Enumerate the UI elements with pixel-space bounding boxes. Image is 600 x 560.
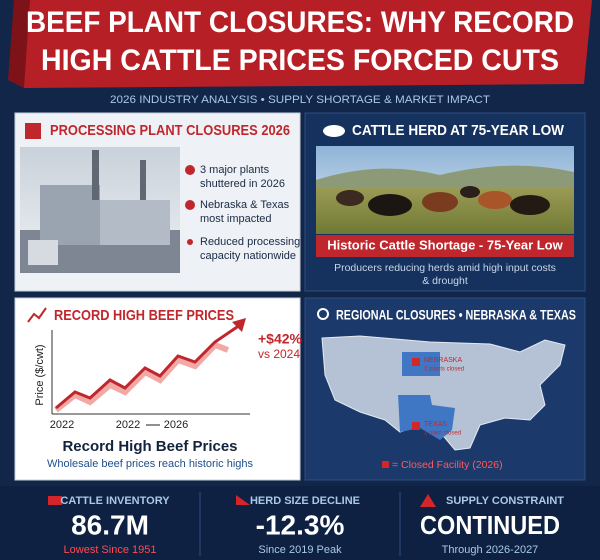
us-map (321, 335, 566, 451)
region-name: NEBRASKA (424, 357, 462, 364)
caption: Historic Cattle Shortage - 75-Year Low (327, 237, 563, 252)
x-label: 2022 (116, 419, 140, 431)
bullet-text: most impacted (200, 213, 272, 225)
title-banner (14, 0, 592, 88)
cow (422, 192, 458, 212)
stat-value: CONTINUED (420, 510, 560, 540)
chimney (92, 150, 99, 200)
stat-value: -12.3% (256, 509, 345, 540)
closure-marker (412, 358, 420, 366)
pin-icon (317, 308, 329, 320)
bullets: 3 major plants shuttered in 2026 Nebrask… (185, 164, 300, 262)
region-note: 2 plants closed (424, 367, 464, 373)
panel (14, 297, 301, 481)
panel-title: REGIONAL CLOSURES • NEBRASKA & TEXAS (336, 307, 576, 323)
arrow-head (232, 318, 246, 332)
building (40, 185, 100, 245)
bullet-text: 3 major plants (200, 164, 270, 176)
annotation: vs 2024 (258, 347, 300, 361)
stat-value: 86.7M (71, 509, 149, 540)
panel-text: Producers reducing herds amid high input… (334, 262, 556, 274)
title-line: BEEF PLANT CLOSURES: WHY RECORD (26, 6, 574, 39)
closure-marker (412, 422, 420, 430)
y-axis-label: Price ($/cwt) (34, 344, 46, 405)
caption-bar (316, 235, 574, 257)
stat-label: HERD SIZE DECLINE (250, 495, 360, 507)
bullet-text: Nebraska & Texas (200, 199, 290, 211)
stat-label: CATTLE INVENTORY (60, 495, 170, 507)
factory-icon (25, 123, 41, 139)
stat-note: Lowest Since 1951 (64, 544, 157, 556)
stat-icon (236, 495, 250, 505)
bullet-icon (187, 239, 193, 245)
region-note: 1 plant closed (424, 431, 461, 437)
chimney (140, 160, 146, 200)
annotation: +$42% (258, 331, 303, 347)
stat-note: Through 2026-2027 (442, 544, 539, 556)
x-label: 2022 (50, 419, 74, 431)
factory-image (20, 147, 180, 273)
cow (478, 191, 512, 209)
panel-title: CATTLE HERD AT 75-YEAR LOW (352, 122, 565, 139)
caption: Record High Beef Prices (62, 438, 237, 455)
cow (368, 194, 412, 216)
bullet-text: Reduced processing (200, 236, 300, 248)
bullet-icon (185, 200, 195, 210)
cow (510, 195, 550, 215)
panel-title: PROCESSING PLANT CLOSURES 2026 (50, 122, 290, 139)
panel-text: & drought (422, 275, 468, 287)
trend-icon (27, 307, 47, 323)
stat-note: Since 2019 Peak (258, 544, 342, 556)
bullet-text: shuttered in 2026 (200, 178, 285, 190)
subcaption: Wholesale beef prices reach historic hig… (47, 458, 254, 470)
banner-edge (8, 0, 30, 88)
stat-icon (420, 494, 436, 507)
subtitle: 2026 INDUSTRY ANALYSIS • SUPPLY SHORTAGE… (110, 94, 490, 106)
legend-marker (382, 461, 389, 468)
bullet-icon (185, 165, 195, 175)
trend-shadow (54, 341, 230, 413)
region-name: TEXAS (424, 421, 447, 428)
x-label: 2026 (164, 419, 188, 431)
stat-icon (48, 496, 62, 505)
tank (28, 240, 58, 265)
stat-label: SUPPLY CONSTRAINT (446, 495, 564, 507)
panel-title: RECORD HIGH BEEF PRICES (54, 307, 234, 324)
bullet-text: capacity nationwide (200, 250, 296, 262)
legend: = Closed Facility (2026) (392, 459, 503, 471)
cow (336, 190, 364, 206)
cattle-image (316, 146, 574, 234)
title-line: HIGH CATTLE PRICES FORCED CUTS (41, 44, 559, 77)
cow-icon (323, 125, 345, 137)
stats-bar (0, 486, 600, 560)
trend-line (55, 323, 241, 410)
building (100, 200, 170, 245)
nebraska-region (402, 352, 440, 376)
cow (460, 186, 480, 198)
